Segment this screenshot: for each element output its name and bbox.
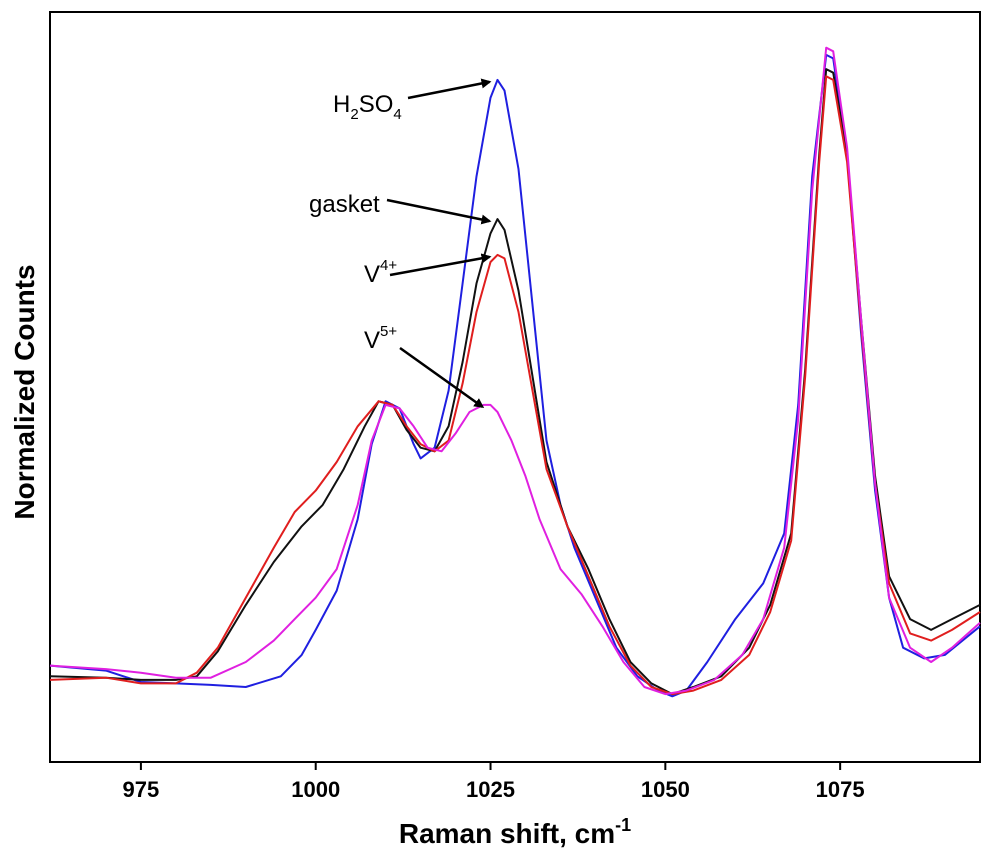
y-axis-title: Normalized Counts: [9, 264, 40, 519]
x-tick-label: 975: [123, 777, 160, 802]
series-line-4: [49, 46, 981, 696]
annotation-label: H2SO4: [333, 91, 402, 123]
series-line-2: [49, 68, 981, 696]
series-line-1: [49, 53, 981, 698]
annotation-arrow: [386, 198, 492, 225]
x-tick-label: 1075: [816, 777, 865, 802]
annotation-arrow: [399, 346, 485, 409]
annotation-arrow: [389, 253, 492, 277]
annotation-label: V4+: [364, 257, 397, 288]
annotation-arrow: [407, 78, 492, 100]
x-axis-title-text: Raman shift, cm: [399, 818, 615, 849]
annotation-label: V5+: [364, 323, 397, 354]
series-line-3: [49, 75, 981, 696]
annotation-label: gasket: [309, 191, 380, 218]
x-axis-title: Raman shift, cm-1: [399, 815, 631, 849]
series-group: [49, 46, 981, 698]
x-tick-label: 1050: [641, 777, 690, 802]
x-tick-label: 1025: [466, 777, 515, 802]
plot-frame: [49, 11, 981, 763]
x-axis-ticks: 975 1000 1025 1050 1075: [123, 762, 865, 802]
x-axis-title-sup: -1: [615, 815, 631, 835]
x-tick-label: 1000: [291, 777, 340, 802]
annotations-group: H2SO4 gasket V4+ V5+: [309, 78, 492, 409]
